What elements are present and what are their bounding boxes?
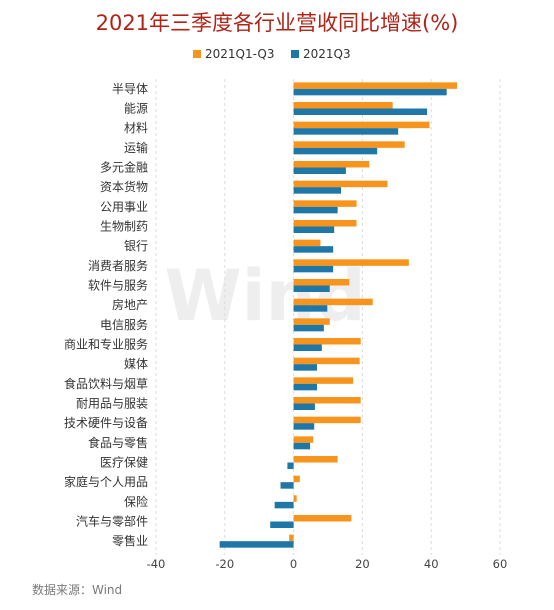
bar-q1q3 [293,298,373,306]
bar-q1q3 [289,534,294,542]
bar-q3 [293,442,311,450]
bar-q1q3 [293,279,350,286]
category-label: 电信服务 [100,317,148,332]
source-note: 数据来源：Wind [32,582,122,597]
bar-q3 [293,265,334,273]
bar-q1q3 [293,318,330,325]
category-label: 商业和专业服务 [64,337,148,352]
category-label: 耐用品与服装 [76,397,148,411]
category-label: 半导体 [112,82,148,96]
bar-q1q3 [293,102,393,109]
bar-q1q3 [293,416,361,424]
bar-q1q3 [293,161,370,168]
bar-q1q3 [293,515,352,522]
bar-q1q3 [293,121,430,129]
legend-swatch-q1q3 [193,50,201,58]
x-tick-label: -20 [215,557,234,571]
bar-q3 [270,521,294,528]
x-tick-label: 20 [355,557,370,571]
watermark: Wind [164,255,365,337]
category-label: 技术硬件与设备 [64,416,148,430]
bar-q1q3 [293,475,300,483]
bar-q3 [293,324,324,332]
bar-q3 [293,383,317,391]
x-axis-ticks: -40 -20 0 20 40 60 [147,557,508,571]
category-label: 房地产 [112,297,148,312]
category-label: 家庭与个人用品 [64,474,148,489]
bar-q3 [293,88,447,96]
bar-q1q3 [293,239,321,247]
category-label: 医疗保健 [100,456,148,470]
category-label: 公用事业 [100,200,148,214]
x-tick-label: -40 [147,557,166,571]
category-label: 资本货物 [100,179,148,194]
category-label: 汽车与零部件 [76,514,148,529]
bar-q3 [293,147,378,155]
category-label: 多元金融 [100,160,148,175]
category-labels: 半导体能源材料运输多元金融资本货物公用事业生物制药银行消费者服务软件与服务房地产… [64,82,148,548]
bar-q1q3 [293,495,297,502]
legend-swatch-q3 [291,50,299,58]
category-label: 零售业 [112,533,148,548]
bar-q3 [293,305,328,312]
bar-q3 [293,344,322,351]
category-label: 食品与零售 [88,435,148,450]
bar-q3 [293,187,342,194]
bar-q1q3 [293,180,388,188]
x-tick-label: 0 [290,557,297,571]
bar-q3 [293,128,399,135]
category-label: 媒体 [124,357,148,371]
bar-q1q3 [293,141,405,148]
bar-q1q3 [293,259,409,266]
x-tick-label: 40 [424,557,439,571]
category-label: 生物制药 [100,220,148,234]
category-label: 运输 [124,140,148,155]
bar-q3 [293,403,315,410]
bar-q3 [293,423,315,430]
chart-title: 2021年三季度各行业营收同比增速(%) [96,11,459,35]
bar-q1q3 [293,436,314,443]
bar-q1q3 [293,357,360,365]
category-label: 保险 [124,494,148,509]
bar-q3 [293,226,335,233]
category-label: 软件与服务 [88,278,148,293]
bar-q1q3 [293,82,457,89]
legend-label-q1q3: 2021Q1-Q3 [205,47,274,61]
bars [219,82,457,548]
bar-q3 [293,108,428,115]
bar-q3 [219,541,294,548]
legend: 2021Q1-Q3 2021Q3 [193,47,351,61]
bar-q3 [280,482,294,489]
bar-q3 [293,167,346,174]
category-label: 材料 [124,121,148,135]
category-label: 食品饮料与烟草 [64,376,148,391]
bar-q3 [293,285,330,292]
bar-q3 [293,246,334,253]
bar-q1q3 [293,338,361,345]
bar-q1q3 [293,377,354,384]
x-tick-label: 60 [493,557,508,571]
category-label: 消费者服务 [88,258,148,273]
bar-q1q3 [293,220,357,227]
bar-q3 [287,462,294,469]
category-label: 能源 [124,102,148,116]
bar-q1q3 [293,200,357,207]
category-label: 银行 [124,239,148,253]
bar-q1q3 [293,397,361,404]
bar-q3 [293,206,338,214]
legend-label-q3: 2021Q3 [303,47,351,61]
bar-q3 [274,501,294,509]
bar-q3 [293,364,317,371]
bar-q1q3 [293,456,338,463]
